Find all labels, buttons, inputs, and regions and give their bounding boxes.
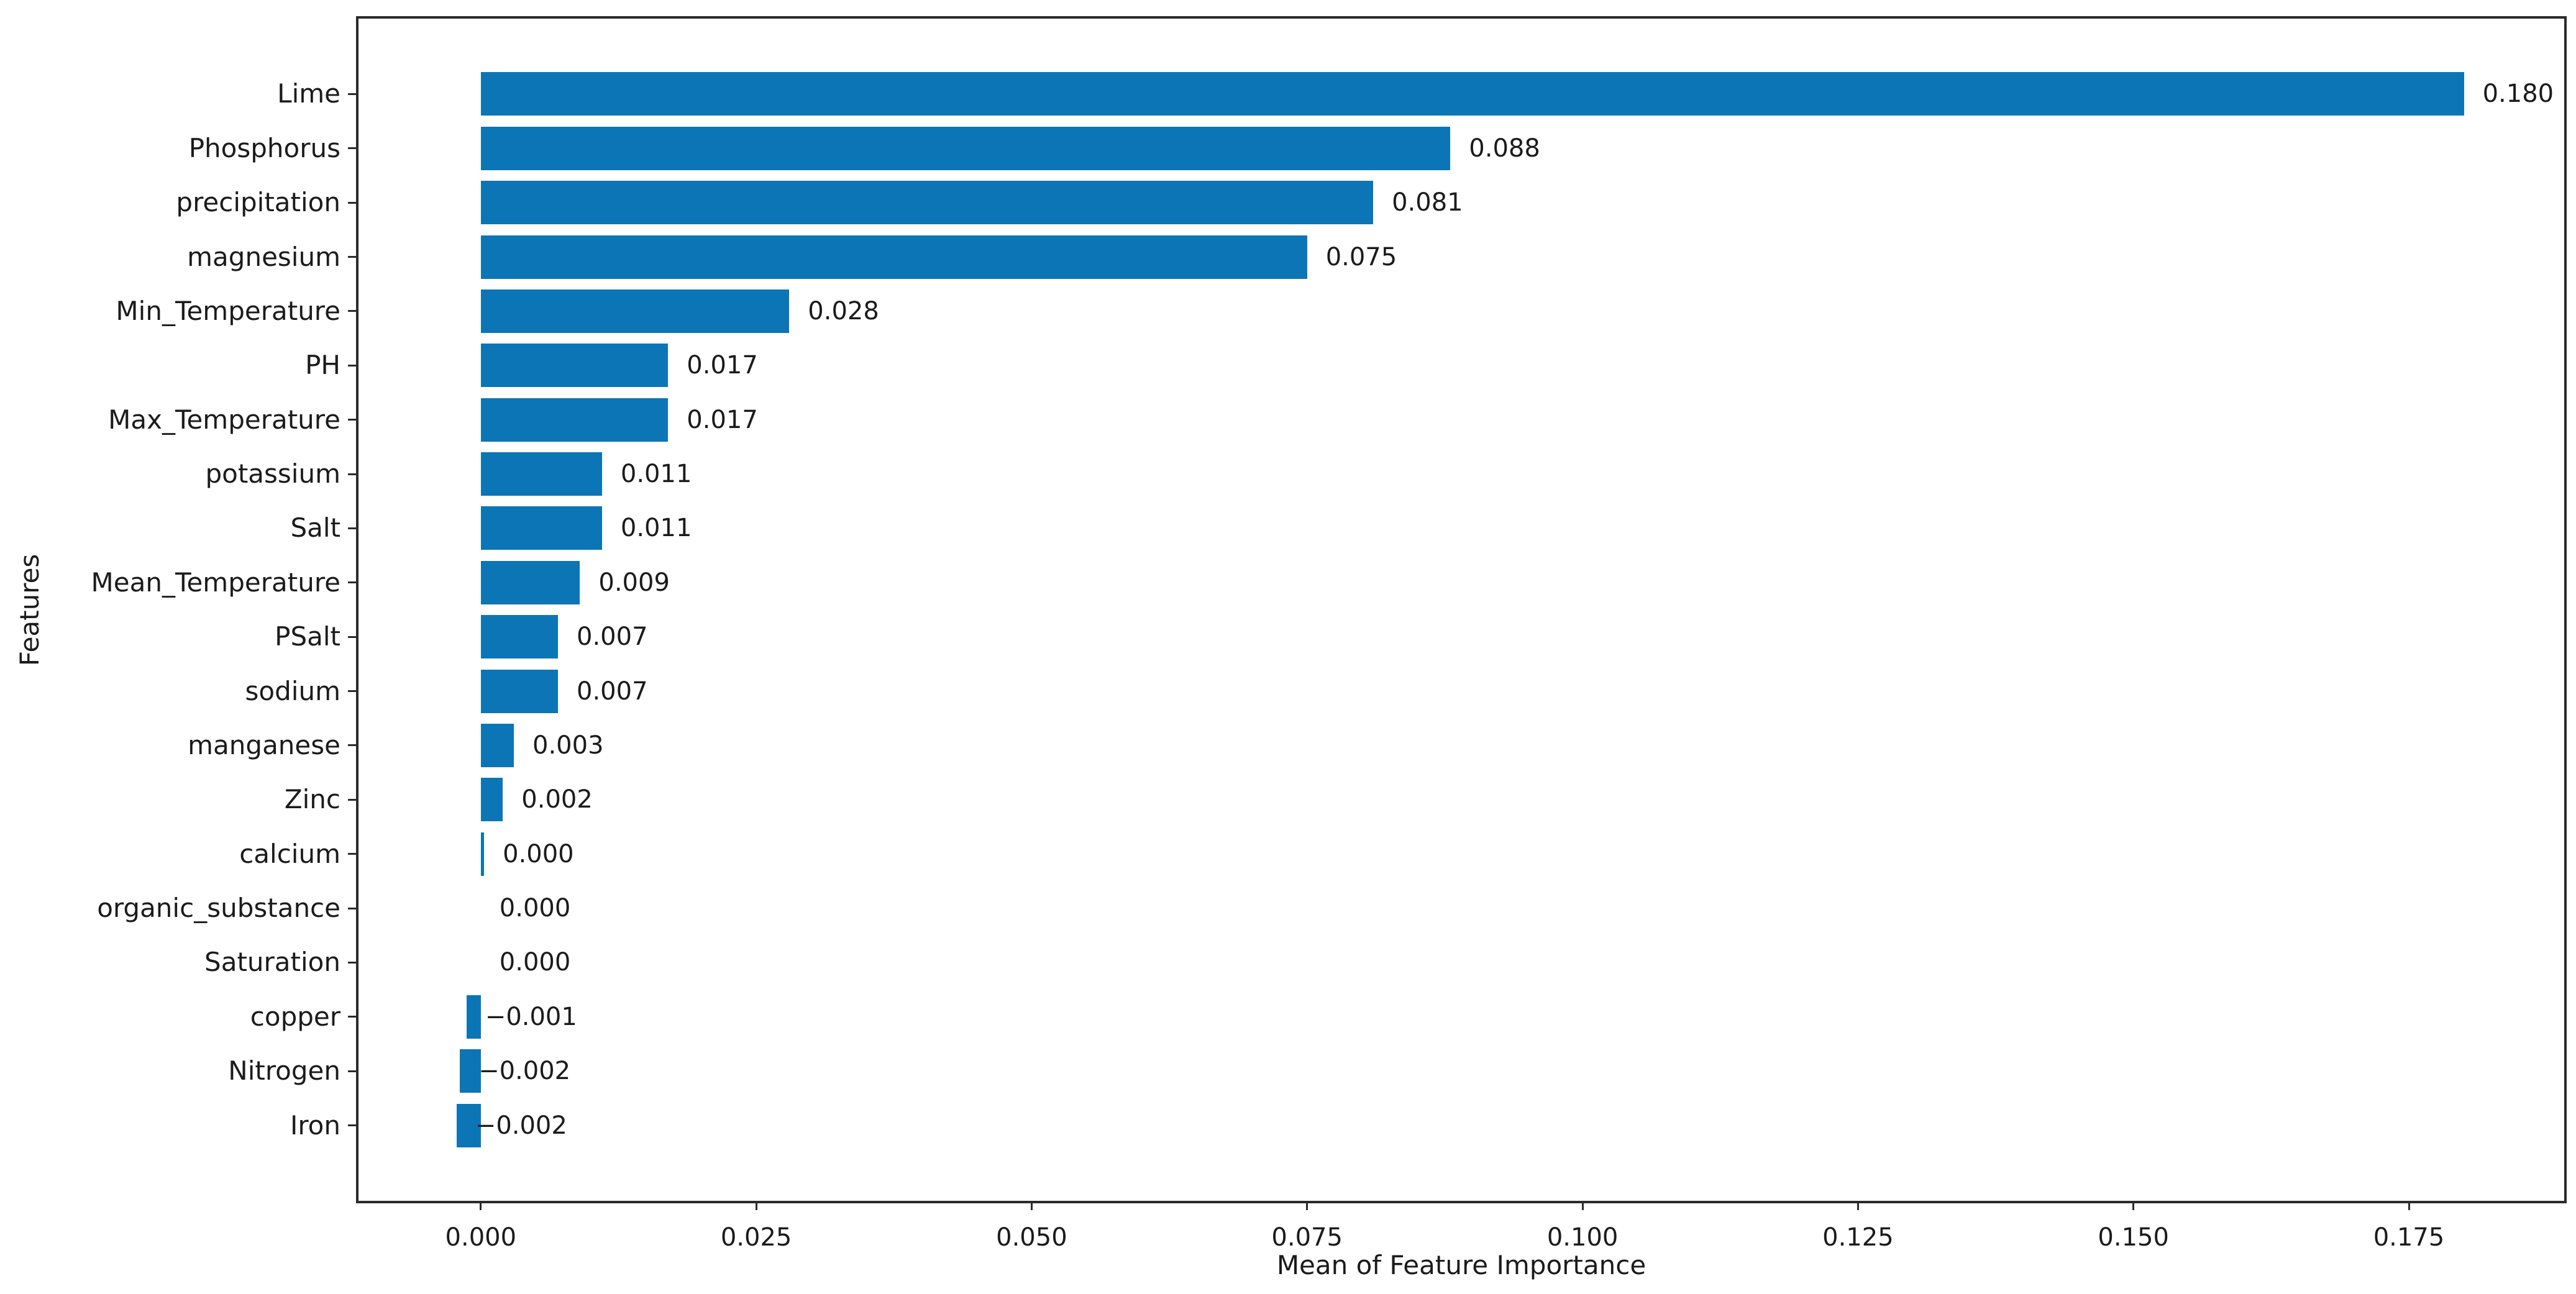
bar-value-label: 0.000 xyxy=(499,894,571,923)
y-tick-mark xyxy=(348,907,359,909)
x-tick-mark xyxy=(2408,1201,2410,1210)
bar-potassium xyxy=(480,452,602,496)
x-tick-mark xyxy=(1030,1201,1033,1210)
bar-precipitation xyxy=(480,181,1374,225)
bar-magnesium xyxy=(480,235,1307,279)
y-tick-label-Mean_Temperature: Mean_Temperature xyxy=(91,567,340,598)
bar-Salt xyxy=(480,506,602,550)
y-tick-label-copper: copper xyxy=(250,1001,340,1032)
bar-value-label: 0.081 xyxy=(1392,188,1463,217)
y-tick-mark xyxy=(348,473,359,475)
bar-calcium xyxy=(480,832,485,876)
bar-value-label: 0.011 xyxy=(620,460,692,489)
bar-value-label: −0.002 xyxy=(475,1111,567,1140)
y-tick-mark xyxy=(348,636,359,638)
x-tick-mark xyxy=(755,1201,757,1210)
bar-value-label: 0.000 xyxy=(499,948,571,977)
bar-value-label: 0.000 xyxy=(503,839,574,868)
bar-value-label: 0.009 xyxy=(598,568,670,597)
bar-Max_Temperature xyxy=(480,398,669,442)
bar-copper xyxy=(466,995,481,1039)
bar-manganese xyxy=(480,723,514,767)
y-tick-label-PH: PH xyxy=(305,350,340,381)
y-tick-label-Min_Temperature: Min_Temperature xyxy=(116,295,340,326)
x-tick-mark xyxy=(1581,1201,1584,1210)
y-tick-label-potassium: potassium xyxy=(205,458,340,490)
bar-Min_Temperature xyxy=(480,289,790,333)
x-tick-label: 0.150 xyxy=(2098,1223,2169,1252)
x-tick-mark xyxy=(1857,1201,1859,1210)
y-axis-title: Features xyxy=(14,554,45,666)
y-tick-mark xyxy=(348,1070,359,1072)
y-tick-mark xyxy=(348,310,359,312)
bar-value-label: 0.180 xyxy=(2482,80,2554,109)
bar-value-label: −0.002 xyxy=(478,1057,571,1086)
bar-sodium xyxy=(480,669,558,713)
bar-value-label: 0.002 xyxy=(521,785,593,814)
bar-Mean_Temperature xyxy=(480,560,580,604)
y-tick-mark xyxy=(348,853,359,855)
x-tick-label: 0.125 xyxy=(1822,1223,1894,1252)
bar-value-label: 0.011 xyxy=(620,514,692,543)
y-tick-label-organic_substance: organic_substance xyxy=(97,893,340,924)
bar-Zinc xyxy=(480,778,503,822)
y-tick-label-Zinc: Zinc xyxy=(284,784,340,815)
y-tick-mark xyxy=(348,690,359,693)
y-tick-mark xyxy=(348,93,359,95)
bar-Lime xyxy=(480,72,2464,116)
x-tick-label: 0.000 xyxy=(445,1223,517,1252)
bar-Nitrogen xyxy=(460,1049,481,1093)
bar-value-label: 0.007 xyxy=(577,677,648,706)
x-tick-label: 0.075 xyxy=(1271,1223,1343,1252)
bar-value-label: 0.028 xyxy=(808,296,879,326)
y-tick-label-Iron: Iron xyxy=(290,1109,340,1141)
y-tick-label-Phosphorus: Phosphorus xyxy=(188,132,340,163)
x-tick-label: 0.175 xyxy=(2373,1223,2445,1252)
y-tick-label-PSalt: PSalt xyxy=(275,621,340,652)
y-tick-mark xyxy=(348,419,359,421)
bar-value-label: −0.001 xyxy=(485,1002,577,1031)
x-tick-label: 0.050 xyxy=(996,1223,1067,1252)
bar-Iron xyxy=(456,1103,481,1147)
y-tick-mark xyxy=(348,364,359,367)
y-tick-mark xyxy=(348,1016,359,1018)
y-tick-mark xyxy=(348,1124,359,1127)
bar-value-label: 0.075 xyxy=(1325,242,1397,271)
y-tick-mark xyxy=(348,581,359,584)
bar-value-label: 0.007 xyxy=(577,622,648,652)
x-tick-mark xyxy=(480,1201,482,1210)
y-tick-mark xyxy=(348,527,359,529)
y-tick-label-precipitation: precipitation xyxy=(176,187,340,218)
y-tick-label-magnesium: magnesium xyxy=(187,241,340,272)
bar-PSalt xyxy=(480,615,558,659)
y-tick-label-manganese: manganese xyxy=(188,729,340,760)
x-tick-mark xyxy=(1306,1201,1309,1210)
bar-value-label: 0.088 xyxy=(1469,134,1540,163)
y-tick-label-Nitrogen: Nitrogen xyxy=(228,1055,340,1087)
y-tick-mark xyxy=(348,744,359,747)
bar-value-label: 0.003 xyxy=(532,731,604,760)
y-tick-label-calcium: calcium xyxy=(239,838,340,869)
y-tick-label-Max_Temperature: Max_Temperature xyxy=(108,404,340,435)
bar-PH xyxy=(480,344,669,388)
x-tick-label: 0.100 xyxy=(1546,1223,1619,1252)
y-tick-label-sodium: sodium xyxy=(245,675,340,706)
x-tick-mark xyxy=(2132,1201,2135,1210)
y-tick-label-Lime: Lime xyxy=(277,78,340,109)
y-tick-mark xyxy=(348,961,359,964)
y-tick-mark xyxy=(348,256,359,258)
x-axis-title: Mean of Feature Importance xyxy=(1276,1250,1647,1280)
bar-value-label: 0.017 xyxy=(687,351,758,380)
x-tick-label: 0.025 xyxy=(720,1223,792,1252)
y-tick-mark xyxy=(348,201,359,204)
y-tick-label-Salt: Salt xyxy=(290,513,340,544)
y-tick-mark xyxy=(348,798,359,801)
y-tick-mark xyxy=(348,147,359,150)
y-tick-label-Saturation: Saturation xyxy=(204,947,340,978)
bar-value-label: 0.017 xyxy=(687,405,758,434)
bar-Phosphorus xyxy=(480,126,1451,170)
